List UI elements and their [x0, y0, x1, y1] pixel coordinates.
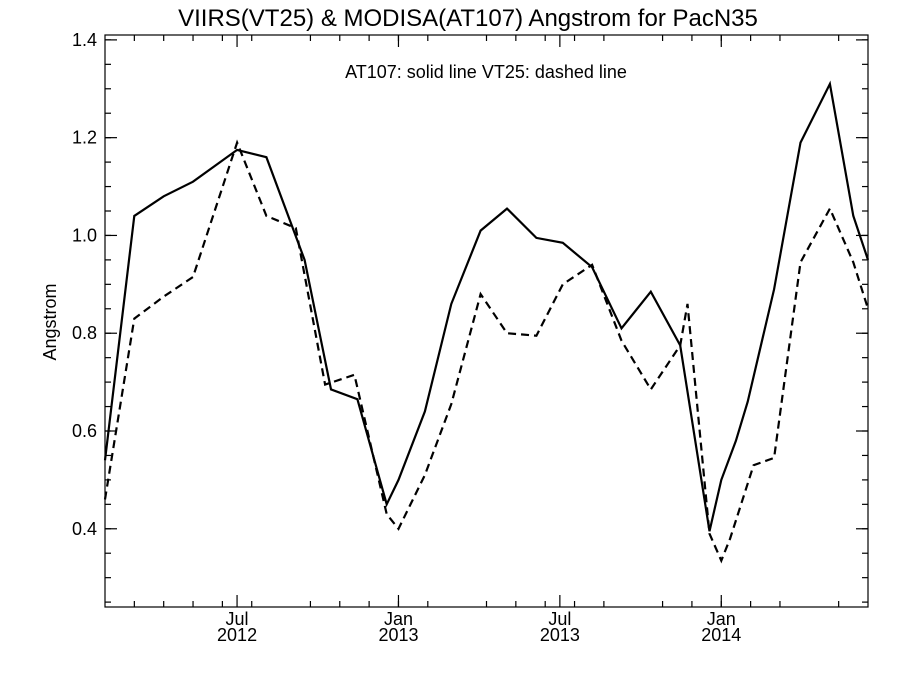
tick-labels: 0.40.60.81.01.21.4Jul2012Jan2013Jul2013J…	[72, 30, 741, 645]
y-tick-label: 0.6	[72, 421, 97, 441]
x-tick-label-month: Jan	[707, 609, 736, 629]
y-axis-label: Angstrom	[40, 283, 60, 360]
y-tick-label: 0.4	[72, 519, 97, 539]
x-tick-label-month: Jul	[548, 609, 571, 629]
x-tick-label-year: 2014	[701, 625, 741, 645]
series-group	[103, 80, 870, 564]
plot-frame	[104, 34, 869, 608]
y-tick-label: 0.8	[72, 323, 97, 343]
x-tick-label-month: Jul	[226, 609, 249, 629]
x-tick-label-year: 2013	[378, 625, 418, 645]
series-vt25-dashed-line	[103, 139, 870, 564]
x-tick-label-year: 2012	[217, 625, 257, 645]
series-at107-solid-line	[103, 80, 870, 532]
x-tick-label-month: Jan	[384, 609, 413, 629]
chart-title: VIIRS(VT25) & MODISA(AT107) Angstrom for…	[178, 5, 758, 32]
line-style-note: AT107: solid line VT25: dashed line	[345, 62, 627, 82]
x-tick-label-year: 2013	[540, 625, 580, 645]
y-tick-label: 1.4	[72, 30, 97, 50]
axis-ticks	[105, 35, 868, 607]
y-tick-label: 1.2	[72, 128, 97, 148]
y-tick-label: 1.0	[72, 225, 97, 245]
